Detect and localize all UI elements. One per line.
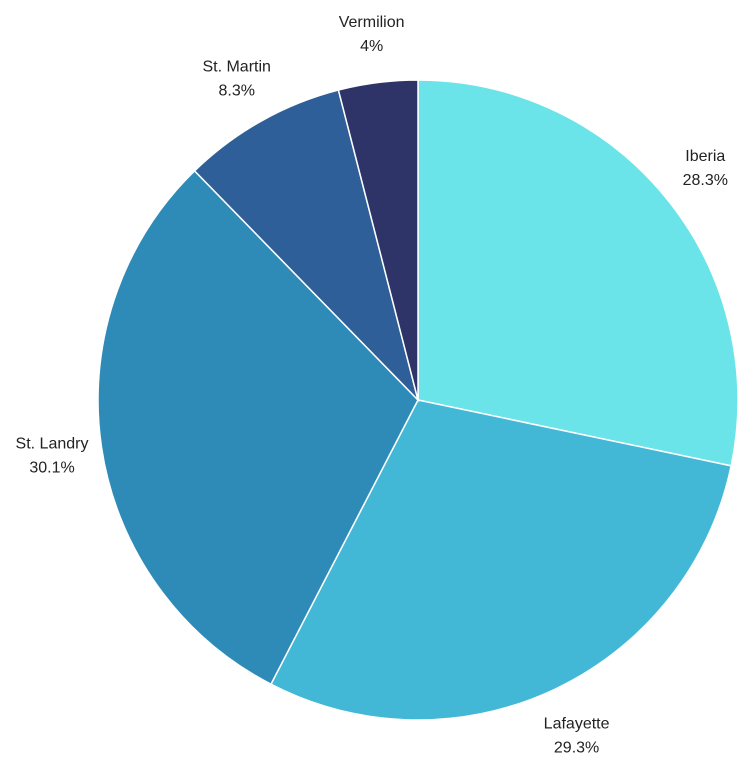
pie-slice bbox=[417, 79, 739, 467]
slice-label: St. Martin bbox=[202, 59, 270, 76]
slice-value-label: 4% bbox=[360, 38, 383, 55]
slice-label: Iberia bbox=[685, 148, 725, 165]
slice-label: Lafayette bbox=[544, 716, 610, 733]
slice-value-label: 8.3% bbox=[218, 83, 254, 100]
pie-slice bbox=[193, 89, 420, 403]
slice-value-label: 28.3% bbox=[683, 172, 728, 189]
slice-value-label: 30.1% bbox=[29, 460, 74, 477]
slice-value-label: 29.3% bbox=[554, 740, 599, 757]
slice-label: Vermilion bbox=[339, 14, 405, 31]
slice-label: St. Landry bbox=[16, 436, 89, 453]
pie-slice bbox=[337, 79, 419, 401]
pie-slice bbox=[269, 399, 733, 721]
pie-slice bbox=[97, 169, 419, 686]
